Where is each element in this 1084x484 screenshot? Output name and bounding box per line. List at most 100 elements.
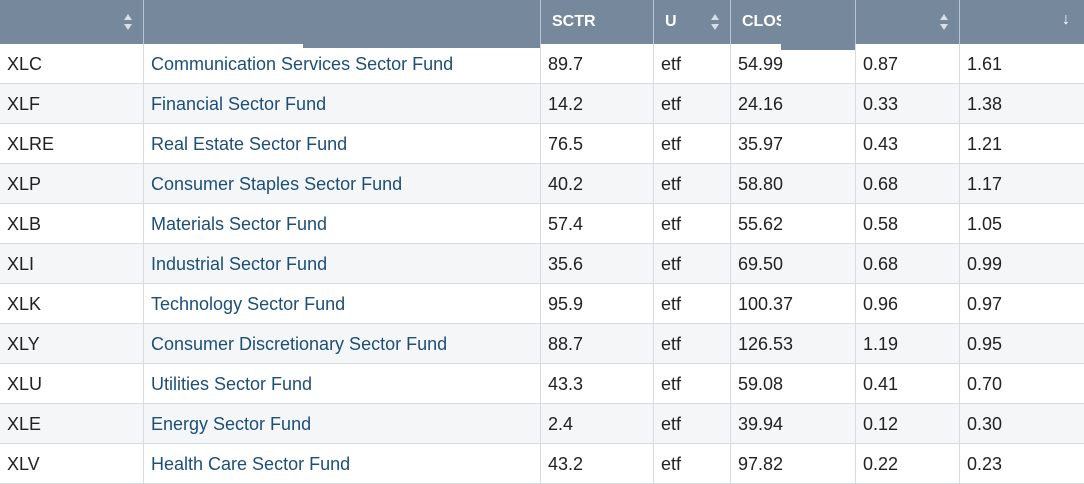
universe-cell: etf (654, 204, 731, 244)
value-cell: 0.23 (967, 453, 1003, 474)
table-body: XLC Communication Services Sector Fund 89.… (0, 44, 1084, 484)
symbol-cell[interactable]: XLB (0, 204, 144, 244)
symbol-cell[interactable]: XLY (0, 324, 144, 364)
column-header-universe[interactable]: U (654, 0, 731, 44)
symbol-cell[interactable]: XLF (0, 84, 144, 124)
table-row[interactable]: XLI Industrial Sector Fund 35.6 etf 69.50 0.6… (0, 244, 1084, 284)
close-cell: 100.37 (731, 284, 856, 324)
universe-cell: etf (654, 364, 731, 404)
universe-cell: etf (654, 444, 731, 484)
universe-cell: etf (654, 244, 731, 284)
sort-both-icon[interactable] (123, 13, 133, 31)
universe-cell: etf (654, 124, 731, 164)
fund-name-link[interactable]: Utilities Sector Fund (144, 364, 541, 404)
sctr-cell: 40.2 (541, 164, 654, 204)
value-cell: 0.70 (967, 373, 1003, 394)
sctr-cell: 2.4 (541, 404, 654, 444)
close-cell: 39.94 (731, 404, 856, 444)
column-header-5[interactable] (856, 0, 960, 44)
symbol-cell[interactable]: XLU (0, 364, 144, 404)
fund-name-link[interactable]: Real Estate Sector Fund (144, 124, 541, 164)
value-cell: 0.87 (856, 44, 960, 84)
sctr-cell: 43.3 (541, 364, 654, 404)
fund-name-link[interactable]: Health Care Sector Fund (144, 444, 541, 484)
close-cell: 55.62 (731, 204, 856, 244)
close-cell: 126.53 (731, 324, 856, 364)
fund-name-link[interactable]: Industrial Sector Fund (144, 244, 541, 284)
column-header-symbol[interactable] (0, 0, 144, 44)
value-cell: 0.95 (967, 333, 1003, 354)
column-header-label: U (665, 13, 677, 30)
sctr-cell: 88.7 (541, 324, 654, 364)
value-cell: 1.38 (967, 93, 1003, 114)
header-overlay (303, 0, 540, 48)
table-row[interactable]: XLY Consumer Discretionary Sector Fund 88.… (0, 324, 1084, 364)
value-cell: 0.96 (856, 284, 960, 324)
sctr-cell: 89.7 (541, 44, 654, 84)
table-row[interactable]: XLK Technology Sector Fund 95.9 etf 100.37 0.… (0, 284, 1084, 324)
universe-cell: etf (654, 324, 731, 364)
value-cell: 0.12 (856, 404, 960, 444)
symbol-cell[interactable]: XLRE (0, 124, 144, 164)
value-cell: 0.43 (856, 124, 960, 164)
value-cell: 1.21 (967, 133, 1003, 154)
fund-name-link[interactable]: Materials Sector Fund (144, 204, 541, 244)
value-cell: 0.68 (856, 244, 960, 284)
column-header-6[interactable]: ↓ (960, 0, 1084, 44)
table-row[interactable]: XLRE Real Estate Sector Fund 76.5 etf 35.97 0… (0, 124, 1084, 164)
symbol-cell[interactable]: XLI (0, 244, 144, 284)
table-row[interactable]: XLP Consumer Staples Sector Fund 40.2 etf 58… (0, 164, 1084, 204)
sctr-cell: 43.2 (541, 444, 654, 484)
sctr-cell: 57.4 (541, 204, 654, 244)
value-cell: 0.22 (856, 444, 960, 484)
sctr-cell: 95.9 (541, 284, 654, 324)
column-header-sctr[interactable]: SCTR (541, 0, 654, 44)
value-cell: 0.30 (967, 413, 1003, 434)
value-cell: 0.58 (856, 204, 960, 244)
universe-cell: etf (654, 164, 731, 204)
value-cell: 0.68 (856, 164, 960, 204)
table-row[interactable]: XLC Communication Services Sector Fund 89.… (0, 44, 1084, 84)
close-cell: 58.80 (731, 164, 856, 204)
symbol-cell[interactable]: XLK (0, 284, 144, 324)
symbol-cell[interactable]: XLP (0, 164, 144, 204)
close-cell: 24.16 (731, 84, 856, 124)
value-cell: 1.17 (967, 173, 1003, 194)
column-header-label: SCTR (552, 13, 596, 30)
fund-name-link[interactable]: Consumer Discretionary Sector Fund (144, 324, 541, 364)
close-cell: 35.97 (731, 124, 856, 164)
close-cell: 97.82 (731, 444, 856, 484)
close-cell: 59.08 (731, 364, 856, 404)
sort-descending-icon[interactable]: ↓ (1062, 11, 1070, 28)
header-overlay (781, 0, 855, 50)
value-cell: 1.05 (967, 213, 1003, 234)
fund-name-link[interactable]: Communication Services Sector Fund (144, 44, 541, 84)
sctr-cell: 35.6 (541, 244, 654, 284)
table-row[interactable]: XLV Health Care Sector Fund 43.2 etf 97.82 0.… (0, 444, 1084, 484)
symbol-cell[interactable]: XLE (0, 404, 144, 444)
value-cell: 0.97 (967, 293, 1003, 314)
fund-name-link[interactable]: Technology Sector Fund (144, 284, 541, 324)
universe-cell: etf (654, 284, 731, 324)
value-cell: 1.19 (856, 324, 960, 364)
fund-name-link[interactable]: Consumer Staples Sector Fund (144, 164, 541, 204)
close-cell: 54.99 (731, 44, 856, 84)
value-cell: 0.41 (856, 364, 960, 404)
table-row[interactable]: XLE Energy Sector Fund 2.4 etf 39.94 0.12 0.30 (0, 404, 1084, 444)
table-row[interactable]: XLF Financial Sector Fund 14.2 etf 24.16 0.33… (0, 84, 1084, 124)
sort-both-icon[interactable] (710, 13, 720, 31)
fund-name-link[interactable]: Energy Sector Fund (144, 404, 541, 444)
sctr-cell: 76.5 (541, 124, 654, 164)
table-header: SCTR U CLOSI ↓ (0, 0, 1084, 44)
table-row[interactable]: XLB Materials Sector Fund 57.4 etf 55.62 0.58… (0, 204, 1084, 244)
universe-cell: etf (654, 404, 731, 444)
fund-name-link[interactable]: Financial Sector Fund (144, 84, 541, 124)
sort-both-icon[interactable] (939, 13, 949, 31)
symbol-cell[interactable]: XLC (0, 44, 144, 84)
sctr-cell: 14.2 (541, 84, 654, 124)
table-row[interactable]: XLU Utilities Sector Fund 43.3 etf 59.08 0.41… (0, 364, 1084, 404)
value-cell: 0.99 (967, 253, 1003, 274)
symbol-cell[interactable]: XLV (0, 444, 144, 484)
column-header-label: CLOSI (742, 13, 791, 30)
